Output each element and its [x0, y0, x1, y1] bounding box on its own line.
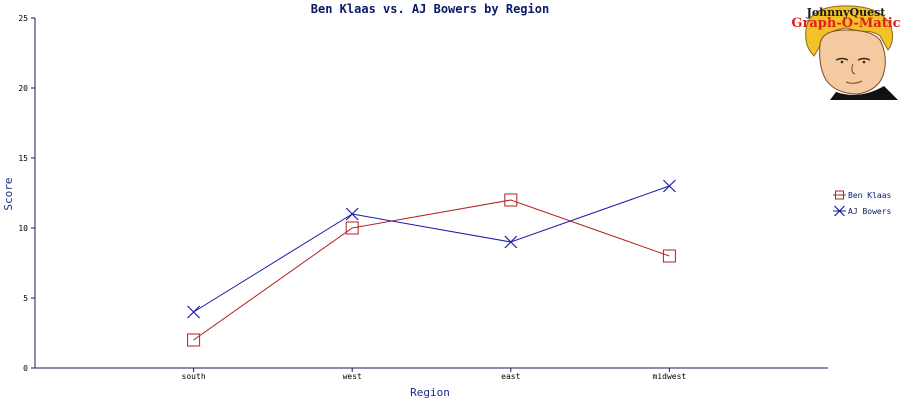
x-tick-label: east [501, 372, 520, 381]
logo-brand-line2: Graph-O-Matic [791, 16, 900, 31]
x-tick-label: midwest [653, 372, 687, 381]
y-ticks: 0 5 10 15 20 25 [18, 14, 35, 373]
legend-label: Ben Klaas [848, 191, 892, 200]
legend: Ben Klaas AJ Bowers [833, 190, 892, 217]
x-ticks: south west east midwest [182, 368, 687, 381]
chart-title: Ben Klaas vs. AJ Bowers by Region [311, 2, 549, 16]
x-axis-label: Region [410, 386, 450, 399]
y-tick-label: 5 [23, 294, 28, 303]
series-line [193, 185, 670, 313]
legend-label: AJ Bowers [848, 207, 892, 216]
axes [34, 18, 828, 369]
x-tick-label: west [343, 372, 362, 381]
y-tick-label: 10 [18, 224, 28, 233]
y-axis-label: Score [2, 177, 15, 210]
legend-marker-x [834, 205, 845, 217]
data-point-square [345, 221, 359, 235]
data-point-x [345, 207, 359, 221]
y-tick-label: 25 [18, 14, 28, 23]
data-point-square [504, 193, 518, 207]
y-tick-label: 15 [18, 154, 28, 163]
series-group [187, 179, 676, 347]
data-point-x [662, 179, 676, 193]
data-point-x [504, 235, 518, 249]
cartoon-face-icon [805, 5, 898, 100]
y-tick-label: 0 [23, 364, 28, 373]
x-tick-label: south [182, 372, 206, 381]
data-point-square [662, 249, 676, 263]
series-line [193, 199, 670, 341]
logo-brand-line1: JohnnyQuest [806, 6, 887, 19]
data-point-square [187, 333, 201, 347]
data-point-x [187, 305, 201, 319]
legend-marker-square [835, 190, 844, 200]
graph-o-matic-logo: JohnnyQuest Graph-O-Matic [791, 5, 900, 100]
y-tick-label: 20 [18, 84, 28, 93]
